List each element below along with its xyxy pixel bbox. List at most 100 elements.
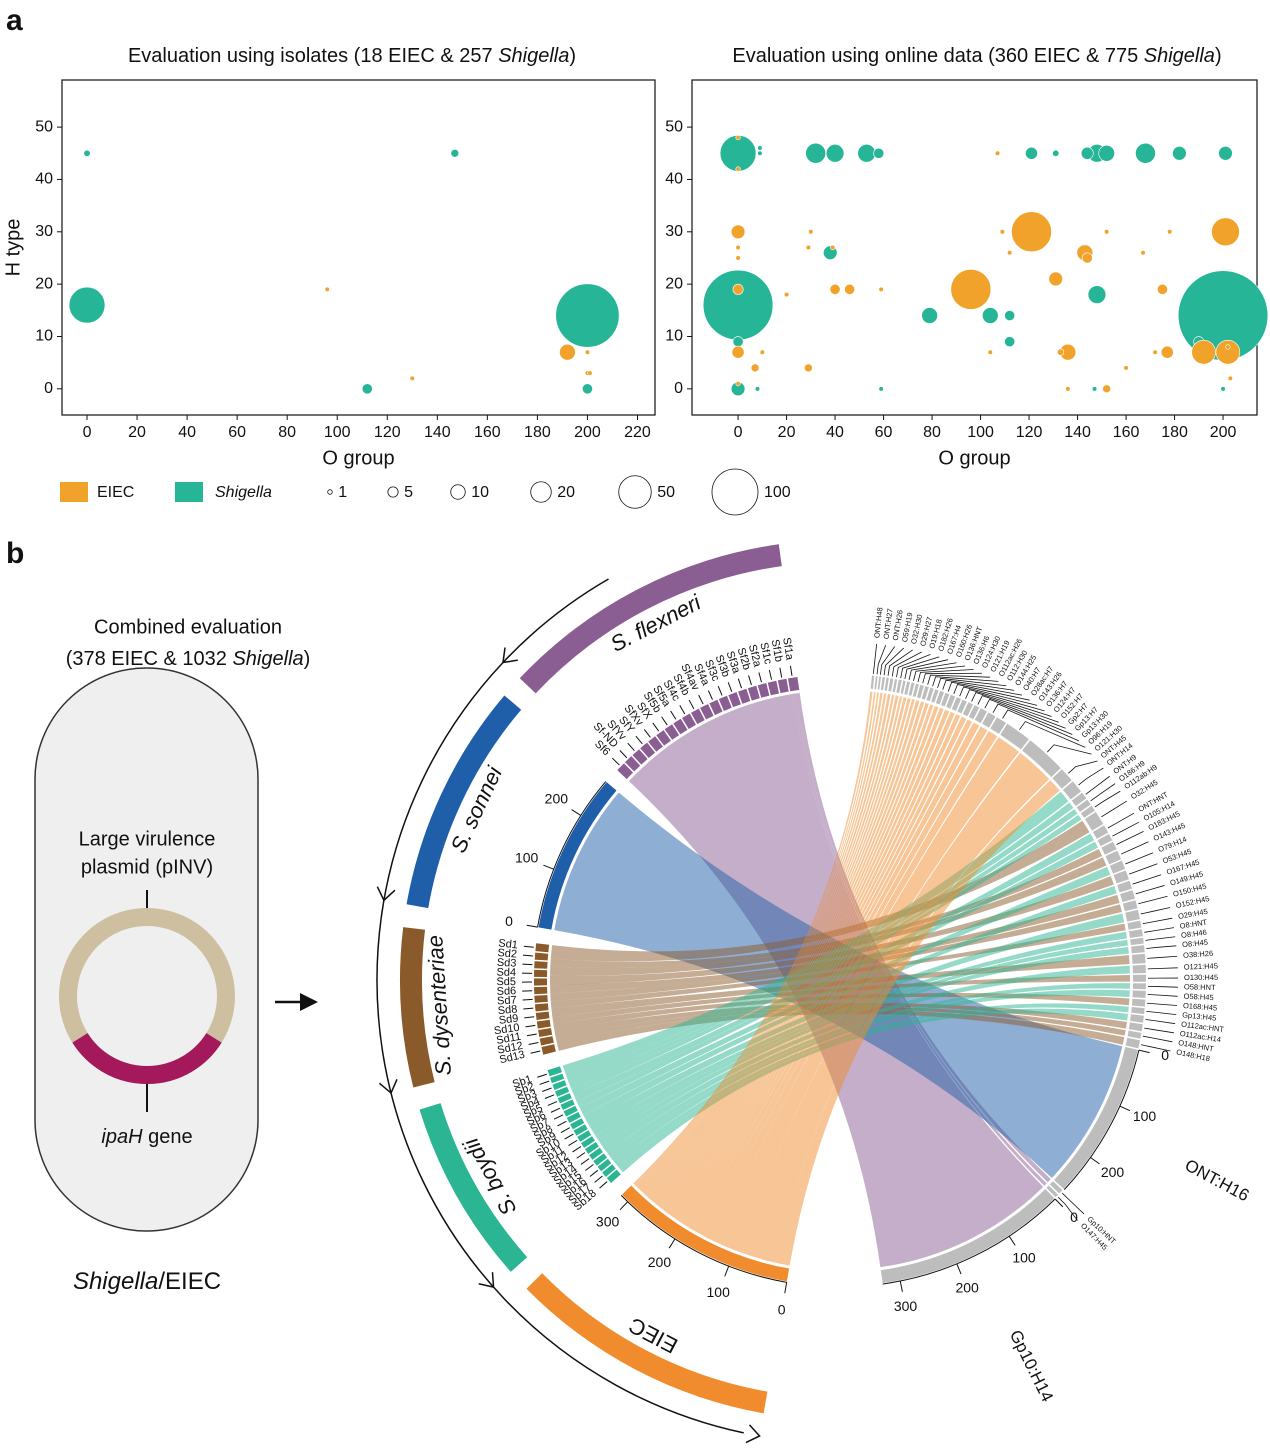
x-tick-label: 120	[1016, 424, 1043, 441]
tick	[768, 669, 773, 680]
y-tick-label: 50	[35, 118, 53, 135]
size-legend-label: 20	[557, 484, 575, 501]
separator	[533, 959, 549, 963]
subtype-label: Sd3	[497, 957, 517, 970]
target-segment	[957, 699, 967, 714]
bubble	[584, 349, 591, 355]
x-tick-label: 120	[374, 424, 401, 441]
tick	[1135, 885, 1165, 895]
tick	[904, 659, 949, 679]
size-legend-circle	[530, 481, 552, 503]
bubble	[324, 286, 330, 292]
subtype-label: Sd6	[496, 985, 516, 998]
tick-label: 200	[545, 791, 569, 807]
bubble	[999, 229, 1005, 235]
group-ring	[419, 1103, 528, 1272]
bubble	[844, 283, 856, 295]
text-run: /EIEC	[158, 1268, 221, 1295]
bubble	[950, 269, 992, 310]
separator	[534, 950, 550, 954]
bubble	[1004, 336, 1016, 348]
x-tick-label: 200	[1210, 424, 1237, 441]
chord	[555, 1006, 1126, 1044]
tick-label: 100	[1133, 1108, 1157, 1124]
x-tick-label: 20	[128, 424, 146, 441]
subtype-label: Sd9	[498, 1013, 519, 1027]
bubble	[1080, 146, 1094, 160]
tick	[1144, 927, 1174, 933]
target-segment	[1109, 860, 1126, 874]
tick	[679, 705, 686, 715]
separator	[776, 679, 781, 695]
target-label: ONT:H16	[1182, 1156, 1253, 1206]
separator	[587, 1145, 601, 1156]
bubble	[732, 283, 744, 295]
text-run: Shigella	[498, 45, 569, 67]
tick	[1145, 1019, 1176, 1025]
chord	[697, 726, 988, 1237]
x-tick-label: 160	[1113, 424, 1140, 441]
tick	[789, 665, 793, 676]
tick	[1002, 709, 1080, 742]
subtype-label: Sf1c	[757, 641, 774, 666]
subtype-label: Sd8	[497, 1003, 518, 1017]
separator	[595, 1157, 609, 1168]
bubble	[825, 144, 845, 163]
target-segment	[1131, 945, 1145, 954]
tick	[1147, 985, 1178, 988]
cell	[34, 667, 259, 1232]
text-run: Evaluation using online data (360 EIEC &…	[732, 45, 1143, 67]
tick	[748, 675, 752, 686]
size-legend-circle	[711, 468, 759, 516]
target-label: O58:H45	[1183, 992, 1213, 1002]
target-segment	[1131, 953, 1146, 964]
x-tick-label: 20	[778, 424, 796, 441]
tick	[1094, 790, 1121, 808]
tick	[1147, 994, 1178, 997]
tick	[1090, 1157, 1100, 1165]
bubble	[783, 292, 790, 298]
tick	[1147, 1002, 1178, 1006]
tick	[891, 651, 922, 677]
target-segment	[1128, 1022, 1143, 1032]
x-tick-label: 200	[574, 424, 601, 441]
tick-label: 300	[894, 1298, 918, 1314]
tick	[564, 1133, 574, 1140]
size-legend-circle	[387, 486, 399, 498]
tick	[992, 703, 1073, 735]
bubble	[1004, 310, 1016, 321]
subtype-label: Sd7	[497, 994, 517, 1007]
target-segment	[1054, 1046, 1138, 1189]
target-segment	[990, 717, 1006, 734]
bubble	[1007, 250, 1013, 256]
tick	[553, 1114, 564, 1120]
tick	[528, 1042, 539, 1046]
legend-swatch	[175, 482, 203, 502]
group-ring	[519, 544, 782, 694]
bubble	[450, 148, 460, 158]
bubble	[1152, 349, 1158, 355]
y-tick-label: 10	[665, 328, 683, 345]
size-legend-circle	[327, 489, 333, 495]
x-tick-label: 80	[923, 424, 941, 441]
tick	[947, 681, 1023, 696]
target-segment	[1113, 870, 1129, 884]
target-label: O58:HNT	[1184, 982, 1216, 992]
tick	[619, 750, 628, 759]
text-run: gene	[143, 1126, 193, 1148]
panel-label: a	[6, 4, 23, 37]
separator	[559, 1097, 574, 1106]
tick	[585, 1164, 594, 1171]
target-segment	[968, 705, 980, 720]
bubble	[1065, 386, 1071, 392]
text-run: )	[569, 45, 576, 67]
tick	[724, 1265, 730, 1277]
bubble	[1048, 271, 1063, 287]
y-tick-label: 20	[665, 275, 683, 292]
tick	[1107, 812, 1135, 829]
target-segment	[1105, 850, 1122, 865]
gene-label: ipaH gene	[101, 1126, 192, 1148]
tick	[611, 757, 620, 766]
plot-frame	[61, 79, 656, 416]
target-label: Gp13:H45	[1182, 1010, 1217, 1022]
